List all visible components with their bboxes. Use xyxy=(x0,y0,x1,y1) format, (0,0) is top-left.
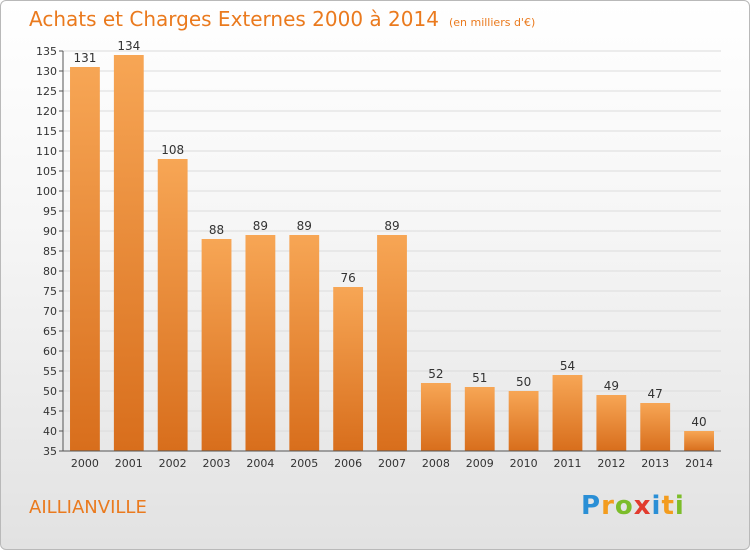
x-tick-label: 2005 xyxy=(290,457,318,470)
bar xyxy=(464,387,495,451)
bar xyxy=(596,395,627,451)
bar-value-label: 134 xyxy=(117,39,140,53)
logo-letter: r xyxy=(601,491,615,521)
x-tick-label: 2013 xyxy=(641,457,669,470)
bar-value-label: 51 xyxy=(472,371,487,385)
logo-letter: i xyxy=(651,491,662,521)
y-tick-label: 95 xyxy=(43,205,57,218)
x-tick-label: 2009 xyxy=(466,457,494,470)
bar xyxy=(245,235,276,451)
x-tick-label: 2014 xyxy=(685,457,713,470)
y-tick-label: 60 xyxy=(43,345,57,358)
y-tick-label: 45 xyxy=(43,405,57,418)
y-tick-label: 80 xyxy=(43,265,57,278)
bar-value-label: 131 xyxy=(73,51,96,65)
x-tick-label: 2010 xyxy=(510,457,538,470)
bar xyxy=(377,235,407,451)
bar-value-label: 49 xyxy=(604,379,619,393)
bar xyxy=(420,383,451,451)
y-tick-label: 120 xyxy=(36,105,57,118)
bar xyxy=(333,287,364,451)
bar xyxy=(289,235,320,451)
chart-title: Achats et Charges Externes 2000 à 2014 (e… xyxy=(29,7,535,31)
bar-value-label: 52 xyxy=(428,367,443,381)
x-tick-label: 2002 xyxy=(159,457,187,470)
y-tick-label: 125 xyxy=(36,85,57,98)
logo-letter: t xyxy=(661,491,675,521)
bar xyxy=(157,159,188,451)
x-tick-label: 2011 xyxy=(553,457,581,470)
y-tick-label: 135 xyxy=(36,45,57,58)
x-tick-label: 2004 xyxy=(246,457,274,470)
y-tick-label: 75 xyxy=(43,285,57,298)
y-tick-label: 55 xyxy=(43,365,57,378)
logo-letter: P xyxy=(581,491,602,521)
y-tick-label: 90 xyxy=(43,225,57,238)
x-tick-label: 2006 xyxy=(334,457,362,470)
x-tick-label: 2012 xyxy=(597,457,625,470)
bar-value-label: 40 xyxy=(691,415,706,429)
logo-letter: i xyxy=(674,491,685,521)
x-tick-label: 2007 xyxy=(378,457,406,470)
bar xyxy=(552,375,583,451)
bar-value-label: 47 xyxy=(648,387,663,401)
bar xyxy=(684,431,714,451)
y-tick-label: 70 xyxy=(43,305,57,318)
logo-letter: o xyxy=(614,491,634,521)
bar-value-label: 76 xyxy=(340,271,355,285)
bar xyxy=(113,55,144,451)
chart-title-text: Achats et Charges Externes 2000 à 2014 xyxy=(29,7,439,31)
y-tick-label: 115 xyxy=(36,125,57,138)
bar xyxy=(201,239,232,451)
y-tick-label: 130 xyxy=(36,65,57,78)
y-tick-label: 85 xyxy=(43,245,57,258)
bar xyxy=(70,67,100,451)
x-tick-label: 2001 xyxy=(115,457,143,470)
chart-unit: (en milliers d'€) xyxy=(448,16,536,29)
bar-value-label: 89 xyxy=(384,219,399,233)
y-tick-label: 50 xyxy=(43,385,57,398)
bar xyxy=(640,403,671,451)
y-tick-label: 35 xyxy=(43,445,57,458)
bar-value-label: 108 xyxy=(161,143,184,157)
x-axis: 2000 2001 2002 2003 2004 2005 2006 2007 2008 2009… xyxy=(63,450,721,470)
y-axis: 35 40 45 50 55 60 65 70 75 80 85 90 95 100 105 110 115 12… xyxy=(36,45,64,458)
y-tick-label: 40 xyxy=(43,425,57,438)
x-tick-label: 2003 xyxy=(203,457,231,470)
bar-value-label: 88 xyxy=(209,223,224,237)
y-tick-label: 105 xyxy=(36,165,57,178)
y-tick-label: 100 xyxy=(36,185,57,198)
location-name: AILLIANVILLE xyxy=(29,497,147,518)
bars: 131 134 108 88 89 89 76 89 52 51 50 54 49 47 40 xyxy=(70,39,714,451)
y-tick-label: 65 xyxy=(43,325,57,338)
y-tick-label: 110 xyxy=(36,145,57,158)
bar-value-label: 54 xyxy=(560,359,575,373)
bar-value-label: 50 xyxy=(516,375,531,389)
bar-value-label: 89 xyxy=(253,219,268,233)
bar xyxy=(508,391,539,451)
x-tick-label: 2000 xyxy=(71,457,99,470)
bar-value-label: 89 xyxy=(297,219,312,233)
proxiti-logo: Proxiti xyxy=(581,491,685,521)
logo-letter: x xyxy=(633,491,652,521)
x-tick-label: 2008 xyxy=(422,457,450,470)
